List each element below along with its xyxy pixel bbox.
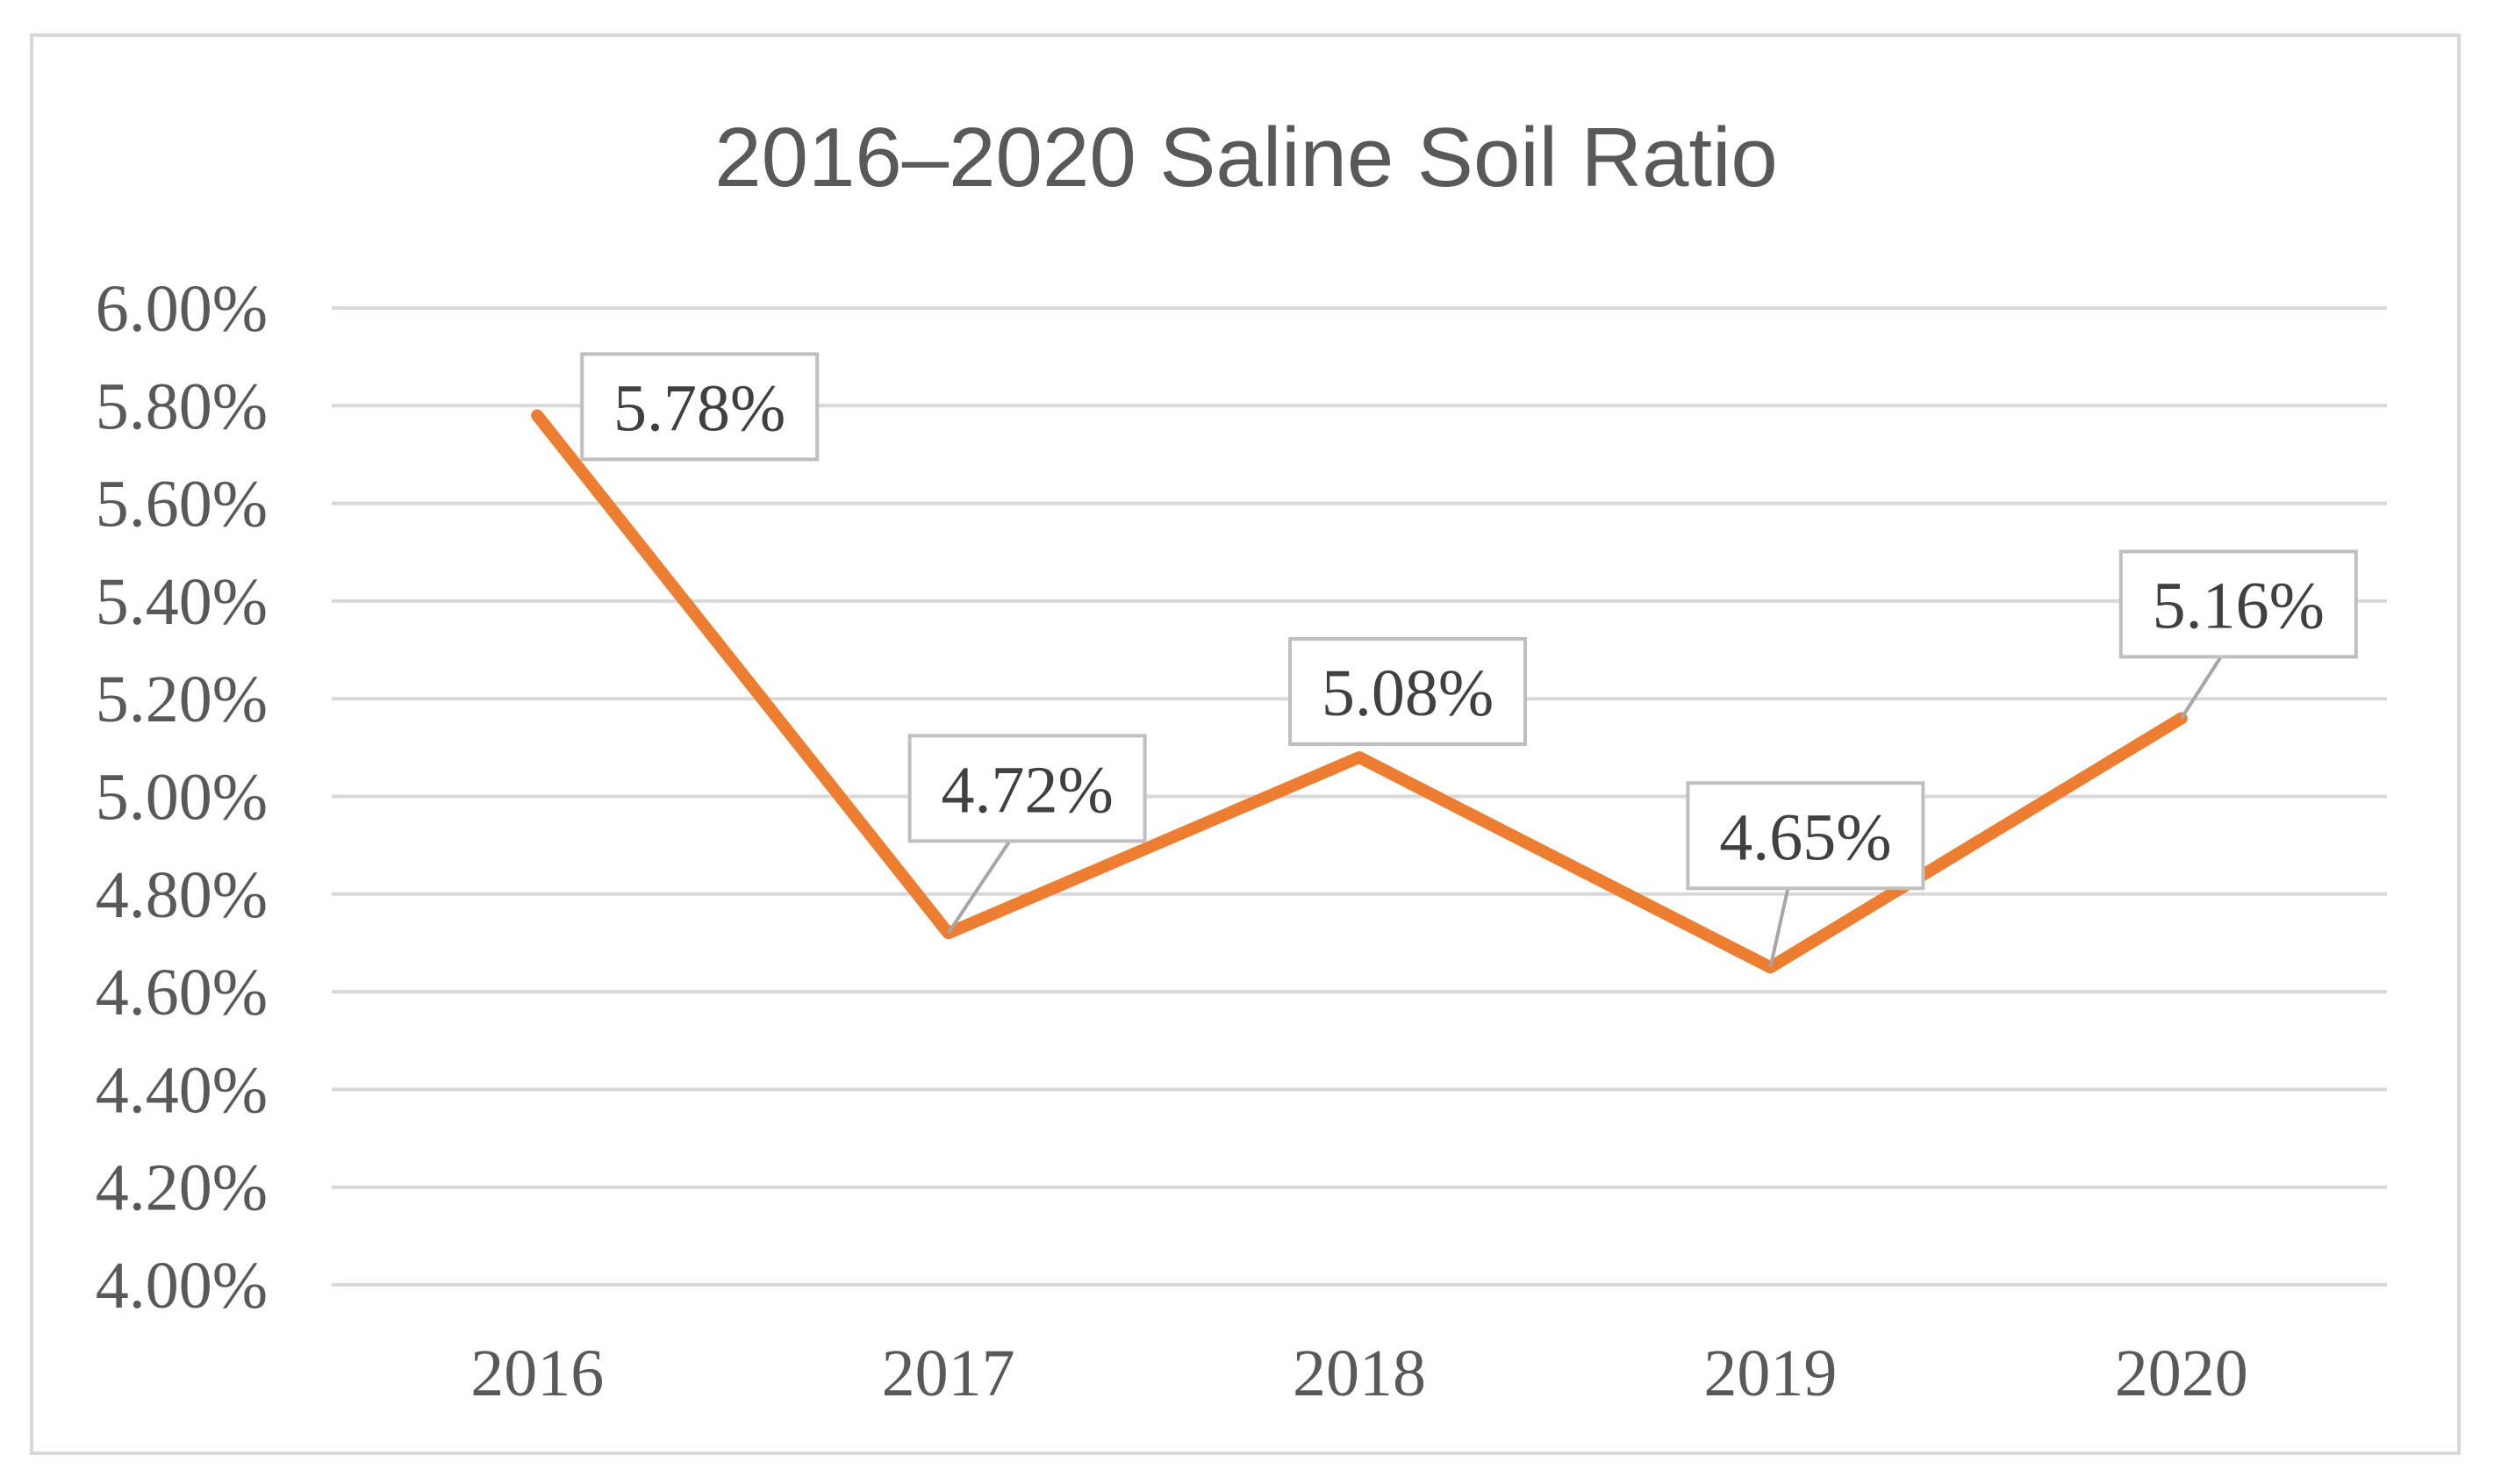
x-tick-label: 2019 [1703, 1337, 1837, 1410]
y-tick-label: 5.20% [96, 663, 268, 736]
y-tick-label: 4.40% [96, 1053, 268, 1127]
y-tick-label: 5.00% [96, 761, 268, 835]
x-tick-label: 2020 [2115, 1337, 2248, 1410]
data-label-box [1686, 781, 1925, 891]
data-label-leader-line [1768, 887, 1790, 968]
chart-frame [30, 33, 2461, 1455]
data-label: 5.16% [2118, 549, 2358, 659]
data-label-text: 4.72% [941, 753, 1113, 827]
data-label: 4.65% [1686, 781, 1925, 891]
y-axis-tick-labels: 4.00% 4.20% 4.40% 4.60% 4.80% 5.00% 5.20% 5.40%… [96, 272, 268, 1323]
data-label: 5.78% [580, 352, 820, 462]
y-tick-label: 5.40% [96, 565, 268, 639]
data-label-box [580, 352, 820, 462]
data-label-text: 4.65% [1719, 800, 1891, 874]
data-labels: 5.78% 4.72% 5.08% 4.65% 5.16% [580, 352, 2358, 968]
data-point [535, 413, 540, 418]
data-label-leader-line [2180, 656, 2223, 720]
x-tick-label: 2017 [882, 1337, 1015, 1410]
chart-title: 2016–2020 Saline Soil Ratio [714, 111, 1778, 204]
x-tick-label: 2018 [1293, 1337, 1426, 1410]
data-label-text: 5.16% [2153, 569, 2325, 642]
x-axis-tick-labels: 2016 2017 2018 2019 2020 [470, 1337, 2248, 1410]
y-tick-label: 6.00% [96, 272, 268, 346]
data-label-leader-line [946, 840, 1012, 935]
data-label-box [2118, 549, 2358, 659]
y-tick-label: 5.60% [96, 468, 268, 541]
data-label-box [907, 734, 1147, 843]
y-tick-label: 4.20% [96, 1151, 268, 1225]
data-point [1358, 755, 1361, 759]
data-label-box [1288, 636, 1527, 746]
y-tick-label: 4.60% [96, 956, 268, 1029]
y-tick-label: 4.80% [96, 858, 268, 932]
y-tick-label: 5.80% [96, 369, 268, 443]
data-label: 4.72% [907, 734, 1147, 843]
data-label: 5.08% [1288, 636, 1527, 746]
data-label-text: 5.08% [1322, 656, 1494, 730]
y-tick-label: 4.00% [96, 1249, 268, 1323]
x-tick-label: 2016 [470, 1337, 604, 1410]
data-label-text: 5.78% [613, 371, 785, 445]
